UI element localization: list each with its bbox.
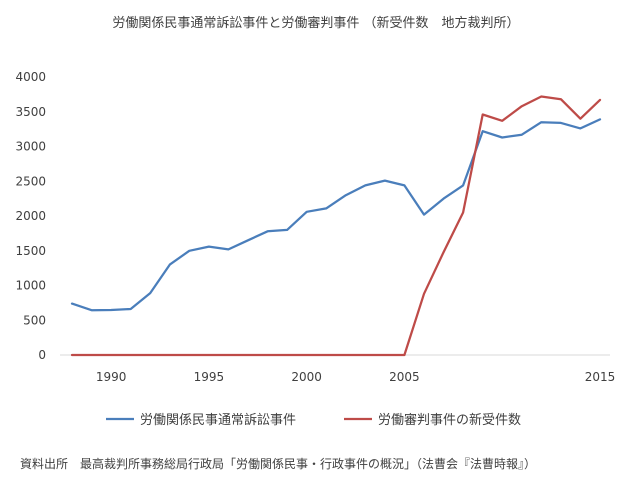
x-tick-label: 1995	[194, 370, 225, 384]
y-tick-label: 0	[38, 348, 46, 362]
series-line-2	[70, 95, 602, 357]
legend-label: 労働関係民事通常訴訟事件	[140, 412, 296, 428]
x-axis: 1990 1995 2000 2005 2015	[96, 370, 615, 384]
y-tick-label: 2000	[15, 209, 46, 223]
x-tick-label: 1990	[96, 370, 127, 384]
y-tick-label: 2500	[15, 174, 46, 188]
y-tick-label: 500	[23, 313, 46, 327]
chart-title: 労働関係民事通常訴訟事件と労働審判事件 （新受件数 地方裁判所）	[112, 15, 519, 31]
y-tick-label: 4000	[15, 70, 46, 84]
x-tick-label: 2000	[291, 370, 322, 384]
x-tick-label: 2005	[389, 370, 420, 384]
x-tick-label: 2015	[585, 370, 616, 384]
y-tick-label: 1000	[15, 279, 46, 293]
y-tick-label: 3500	[15, 105, 46, 119]
series-group	[70, 95, 602, 357]
series-line-1	[70, 118, 602, 312]
legend-label: 労働審判事件の新受件数	[378, 412, 521, 428]
y-axis: 0 500 1000 1500 2000 2500 3000 3500 4000	[15, 70, 46, 362]
y-tick-label: 3000	[15, 140, 46, 154]
y-tick-label: 1500	[15, 244, 46, 258]
legend: 労働関係民事通常訴訟事件 労働審判事件の新受件数	[106, 412, 521, 428]
source-note: 資料出所 最高裁判所事務総局行政局「労働関係民事・行政事件の概況」（法曹会『法曹…	[20, 456, 536, 471]
